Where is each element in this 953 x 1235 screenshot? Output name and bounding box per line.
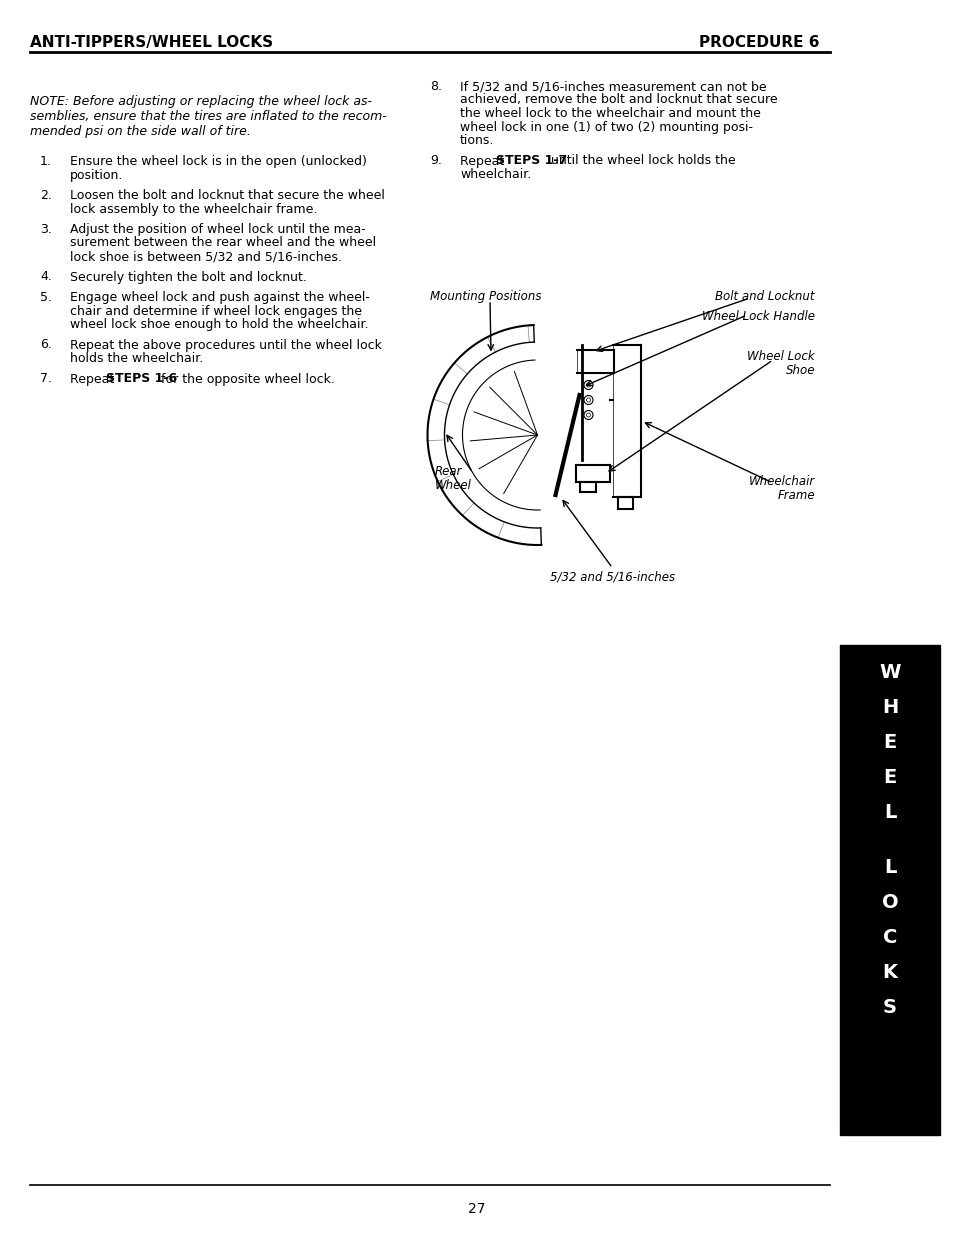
Text: 2.: 2.	[40, 189, 51, 203]
Text: E: E	[882, 734, 896, 752]
Text: position.: position.	[70, 168, 123, 182]
Text: Ensure the wheel lock is in the open (unlocked): Ensure the wheel lock is in the open (un…	[70, 156, 367, 168]
Text: Loosen the bolt and locknut that secure the wheel: Loosen the bolt and locknut that secure …	[70, 189, 384, 203]
Text: Mounting Positions: Mounting Positions	[430, 290, 541, 303]
Text: STEPS 1-7: STEPS 1-7	[496, 154, 567, 168]
Text: NOTE: Before adjusting or replacing the wheel lock as-: NOTE: Before adjusting or replacing the …	[30, 95, 372, 107]
Text: 1.: 1.	[40, 156, 51, 168]
Text: PROCEDURE 6: PROCEDURE 6	[699, 35, 820, 49]
Text: mended psi on the side wall of tire.: mended psi on the side wall of tire.	[30, 125, 251, 138]
Text: the wheel lock to the wheelchair and mount the: the wheel lock to the wheelchair and mou…	[459, 107, 760, 120]
Text: wheel lock in one (1) of two (2) mounting posi-: wheel lock in one (1) of two (2) mountin…	[459, 121, 752, 133]
Text: wheel lock shoe enough to hold the wheelchair.: wheel lock shoe enough to hold the wheel…	[70, 317, 368, 331]
Text: Frame: Frame	[777, 489, 814, 501]
Text: Wheel: Wheel	[435, 479, 472, 492]
Bar	[840, 645, 939, 1135]
Text: S: S	[882, 998, 896, 1016]
Text: E: E	[882, 768, 896, 787]
Text: tions.: tions.	[459, 135, 494, 147]
Text: lock shoe is between 5/32 and 5/16-inches.: lock shoe is between 5/32 and 5/16-inche…	[70, 249, 341, 263]
Text: achieved, remove the bolt and locknut that secure: achieved, remove the bolt and locknut th…	[459, 94, 777, 106]
Text: 27: 27	[468, 1202, 485, 1216]
Text: 3.: 3.	[40, 224, 51, 236]
Text: for the opposite wheel lock.: for the opposite wheel lock.	[156, 373, 335, 385]
Text: Rear: Rear	[435, 466, 462, 478]
Text: Repeat: Repeat	[459, 154, 508, 168]
Text: 5/32 and 5/16-inches: 5/32 and 5/16-inches	[549, 571, 675, 583]
Text: ANTI-TIPPERS/WHEEL LOCKS: ANTI-TIPPERS/WHEEL LOCKS	[30, 35, 273, 49]
Text: Repeat the above procedures until the wheel lock: Repeat the above procedures until the wh…	[70, 338, 381, 352]
Text: C: C	[882, 927, 896, 947]
Text: semblies, ensure that the tires are inflated to the recom-: semblies, ensure that the tires are infl…	[30, 110, 386, 124]
Text: O: O	[881, 893, 898, 911]
Text: surement between the rear wheel and the wheel: surement between the rear wheel and the …	[70, 236, 375, 249]
Text: Engage wheel lock and push against the wheel-: Engage wheel lock and push against the w…	[70, 291, 370, 304]
Text: 7.: 7.	[40, 373, 52, 385]
Text: H: H	[881, 698, 897, 718]
Text: Wheel Lock Handle: Wheel Lock Handle	[701, 310, 814, 324]
Text: K: K	[882, 963, 897, 982]
Text: L: L	[882, 858, 895, 877]
Text: L: L	[882, 803, 895, 823]
Text: 8.: 8.	[430, 80, 441, 93]
Text: until the wheel lock holds the: until the wheel lock holds the	[546, 154, 735, 168]
Text: Repeat: Repeat	[70, 373, 118, 385]
Text: 6.: 6.	[40, 338, 51, 352]
Text: STEPS 1-6: STEPS 1-6	[107, 373, 177, 385]
Text: Shoe: Shoe	[784, 364, 814, 377]
Text: Adjust the position of wheel lock until the mea-: Adjust the position of wheel lock until …	[70, 224, 365, 236]
Text: lock assembly to the wheelchair frame.: lock assembly to the wheelchair frame.	[70, 203, 317, 215]
Text: Bolt and Locknut: Bolt and Locknut	[715, 290, 814, 303]
Text: W: W	[879, 663, 900, 682]
Text: Securely tighten the bolt and locknut.: Securely tighten the bolt and locknut.	[70, 270, 307, 284]
Text: If 5/32 and 5/16-inches measurement can not be: If 5/32 and 5/16-inches measurement can …	[459, 80, 766, 93]
Text: chair and determine if wheel lock engages the: chair and determine if wheel lock engage…	[70, 305, 361, 317]
Text: 5.: 5.	[40, 291, 52, 304]
Text: 9.: 9.	[430, 154, 441, 168]
Text: wheelchair.: wheelchair.	[459, 168, 531, 182]
Text: 4.: 4.	[40, 270, 51, 284]
Text: holds the wheelchair.: holds the wheelchair.	[70, 352, 203, 366]
Text: Wheel Lock: Wheel Lock	[746, 350, 814, 363]
Text: Wheelchair: Wheelchair	[748, 475, 814, 488]
